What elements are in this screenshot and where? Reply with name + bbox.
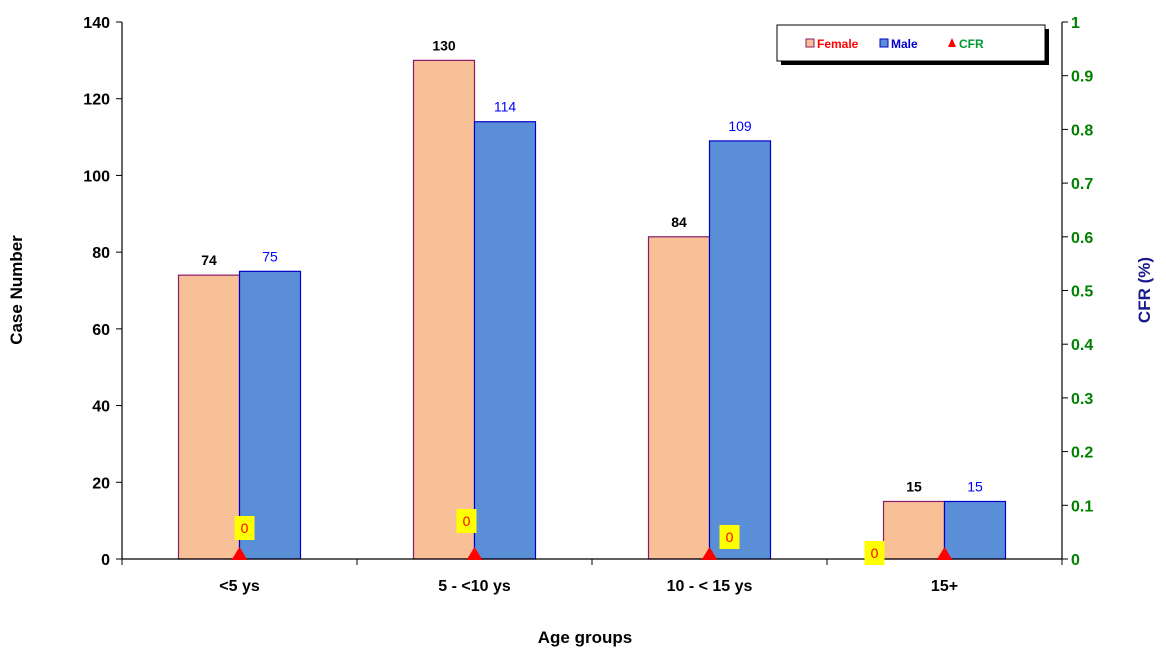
cfr-marker-triangle: [936, 547, 953, 560]
y2-tick-label: 0.1: [1071, 498, 1093, 515]
y-tick-label: 60: [92, 322, 110, 339]
data-label-female: 15: [906, 478, 922, 494]
data-label-male: 15: [967, 478, 983, 494]
cfr-marker-triangle: [231, 547, 248, 560]
bar-female: [882, 500, 946, 560]
cfr-data-label: 0: [871, 545, 879, 561]
data-label-male: 109: [728, 118, 752, 134]
legend: Female Male CFR: [776, 24, 1049, 65]
y-axis-title: Case Number: [7, 235, 26, 345]
cfr-layer: 0 0 0 0: [231, 509, 953, 565]
data-label-female: 74: [201, 252, 217, 268]
y2-tick-label: 0.2: [1071, 445, 1093, 462]
bar-female: [177, 274, 241, 560]
x-tick-label: 5 - <10 ys: [438, 578, 511, 595]
bars-layer: [177, 59, 1007, 560]
cfr-marker-triangle: [701, 547, 718, 560]
cfr-data-label: 0: [241, 520, 249, 536]
x-axis-title: Age groups: [538, 628, 632, 647]
labels-layer: 74 75 130 114 84 109 15 15: [201, 37, 983, 494]
data-label-female: 84: [671, 214, 687, 230]
y2-tick-label: 0: [1071, 552, 1080, 569]
y-tick-label: 40: [92, 399, 110, 416]
bar-female: [647, 236, 711, 560]
cfr-label-box: [456, 509, 477, 533]
axes-layer: 02040608010012014000.10.20.30.40.50.60.7…: [7, 15, 1154, 647]
y-tick-label: 120: [83, 92, 110, 109]
data-label-male: 75: [262, 248, 278, 264]
y2-tick-label: 0.5: [1071, 284, 1093, 301]
legend-swatch-male: [879, 38, 889, 48]
legend-label-cfr: CFR: [959, 37, 984, 51]
x-tick-label: 15+: [931, 578, 958, 595]
y2-tick-label: 1: [1071, 15, 1080, 32]
cfr-data-label: 0: [463, 513, 471, 529]
y-tick-label: 100: [83, 168, 110, 185]
y2-tick-label: 0.9: [1071, 69, 1093, 86]
cfr-label-box: [719, 525, 740, 549]
y2-axis-title: CFR (%): [1135, 257, 1154, 323]
y-tick-label: 20: [92, 475, 110, 492]
x-tick-label: 10 - < 15 ys: [667, 578, 753, 595]
cfr-label-box: [864, 541, 885, 565]
legend-swatch-cfr: [948, 38, 956, 47]
y2-tick-label: 0.7: [1071, 176, 1093, 193]
y-tick-label: 80: [92, 245, 110, 262]
y2-tick-label: 0.4: [1071, 337, 1093, 354]
legend-label-female: Female: [817, 37, 859, 51]
bar-male: [708, 140, 772, 560]
bar-male: [943, 500, 1007, 560]
cfr-marker-triangle: [466, 547, 483, 560]
bar-male: [238, 270, 302, 560]
legend-swatch-female: [805, 38, 815, 48]
y2-tick-label: 0.3: [1071, 391, 1093, 408]
legend-label-male: Male: [891, 37, 918, 51]
x-tick-label: <5 ys: [219, 578, 260, 595]
y-tick-label: 140: [83, 15, 110, 32]
y2-tick-label: 0.8: [1071, 122, 1093, 139]
data-label-male: 114: [494, 99, 517, 115]
cfr-data-label: 0: [726, 529, 734, 545]
bar-female: [412, 59, 476, 560]
y-tick-label: 0: [101, 552, 110, 569]
data-label-female: 130: [432, 37, 456, 53]
cfr-label-box: [234, 516, 255, 540]
y2-tick-label: 0.6: [1071, 230, 1093, 247]
legend-box: [776, 24, 1046, 62]
bar-male: [473, 121, 537, 560]
